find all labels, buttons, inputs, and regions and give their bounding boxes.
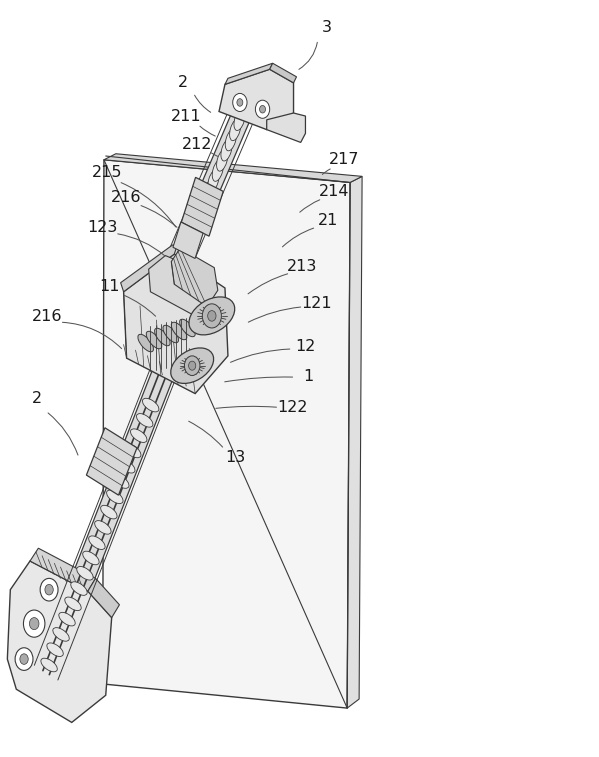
Circle shape: [40, 578, 58, 601]
Ellipse shape: [53, 628, 69, 641]
Polygon shape: [149, 256, 210, 314]
Polygon shape: [7, 561, 111, 722]
Ellipse shape: [89, 536, 105, 550]
Circle shape: [23, 610, 45, 637]
Text: 212: 212: [181, 137, 212, 152]
Polygon shape: [37, 331, 187, 679]
Text: 12: 12: [295, 338, 316, 354]
Text: 122: 122: [277, 400, 308, 415]
Ellipse shape: [101, 506, 117, 519]
Text: 217: 217: [329, 152, 359, 167]
Ellipse shape: [229, 119, 241, 141]
Text: 123: 123: [87, 220, 118, 235]
Ellipse shape: [204, 180, 214, 201]
Ellipse shape: [217, 150, 228, 171]
Polygon shape: [225, 64, 273, 84]
Ellipse shape: [171, 348, 214, 384]
Ellipse shape: [190, 210, 202, 232]
Ellipse shape: [199, 190, 210, 212]
Circle shape: [189, 361, 196, 370]
Polygon shape: [88, 578, 119, 618]
Ellipse shape: [65, 597, 81, 611]
Text: 216: 216: [111, 190, 142, 205]
Polygon shape: [347, 176, 362, 708]
Text: 216: 216: [32, 309, 62, 324]
Ellipse shape: [195, 201, 206, 222]
Polygon shape: [30, 548, 96, 591]
Circle shape: [15, 648, 33, 671]
Circle shape: [233, 93, 247, 111]
Circle shape: [237, 98, 243, 106]
Text: 121: 121: [301, 295, 331, 310]
Ellipse shape: [95, 521, 111, 534]
Ellipse shape: [177, 241, 189, 263]
Text: 13: 13: [226, 450, 246, 466]
Ellipse shape: [225, 129, 237, 151]
Ellipse shape: [163, 326, 179, 343]
Ellipse shape: [208, 170, 219, 192]
Text: 21: 21: [318, 213, 338, 228]
Ellipse shape: [125, 444, 141, 458]
Ellipse shape: [71, 582, 87, 595]
Ellipse shape: [107, 490, 123, 503]
Ellipse shape: [182, 231, 193, 253]
Ellipse shape: [83, 551, 99, 565]
Ellipse shape: [113, 475, 129, 488]
Ellipse shape: [234, 109, 245, 130]
Polygon shape: [86, 428, 137, 495]
Polygon shape: [104, 154, 362, 182]
Polygon shape: [120, 245, 177, 291]
Circle shape: [20, 654, 28, 665]
Circle shape: [259, 105, 265, 113]
Ellipse shape: [155, 329, 170, 346]
Polygon shape: [171, 248, 218, 307]
Polygon shape: [168, 93, 258, 269]
Text: 214: 214: [319, 184, 349, 199]
Ellipse shape: [221, 139, 232, 161]
Text: 2: 2: [32, 391, 42, 407]
Polygon shape: [267, 113, 305, 142]
Ellipse shape: [171, 322, 187, 340]
Ellipse shape: [212, 160, 223, 182]
Ellipse shape: [138, 335, 153, 352]
Ellipse shape: [137, 413, 153, 427]
Ellipse shape: [41, 659, 58, 671]
Polygon shape: [173, 222, 203, 258]
Circle shape: [45, 584, 53, 595]
Circle shape: [184, 356, 200, 375]
Circle shape: [202, 304, 222, 328]
Ellipse shape: [47, 643, 63, 656]
Polygon shape: [103, 160, 350, 708]
Text: 213: 213: [288, 260, 317, 274]
Ellipse shape: [143, 398, 159, 412]
Circle shape: [29, 618, 39, 630]
Ellipse shape: [59, 612, 75, 626]
Ellipse shape: [77, 566, 93, 580]
Polygon shape: [270, 64, 297, 83]
Circle shape: [208, 310, 216, 321]
Circle shape: [255, 100, 270, 118]
Text: 215: 215: [92, 165, 123, 180]
Polygon shape: [219, 70, 294, 129]
Text: 11: 11: [99, 279, 120, 294]
Text: 1: 1: [303, 369, 313, 384]
Text: 3: 3: [321, 20, 331, 35]
Ellipse shape: [119, 459, 135, 473]
Text: 211: 211: [171, 109, 201, 124]
Text: 2: 2: [178, 75, 188, 89]
Ellipse shape: [180, 319, 195, 337]
Ellipse shape: [131, 429, 147, 442]
Ellipse shape: [189, 297, 235, 335]
Polygon shape: [123, 254, 228, 394]
Polygon shape: [181, 177, 223, 236]
Ellipse shape: [186, 221, 197, 242]
Ellipse shape: [146, 332, 162, 349]
